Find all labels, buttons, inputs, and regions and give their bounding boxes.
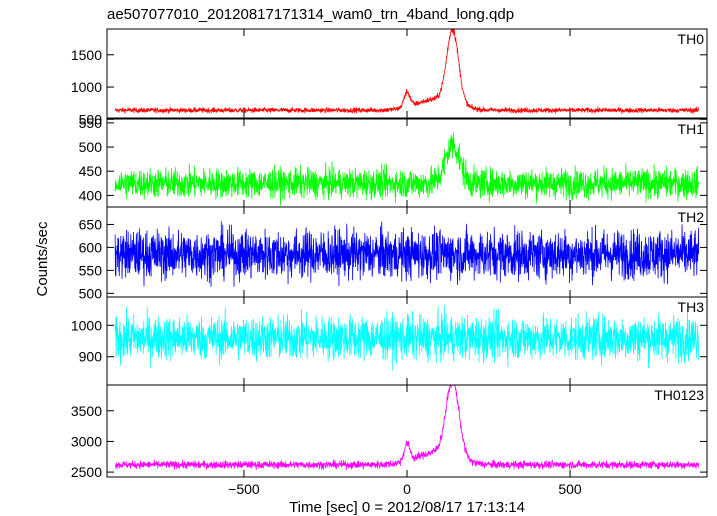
y-tick-label: 500 bbox=[79, 111, 103, 127]
y-tick-label: 1000 bbox=[71, 317, 102, 333]
panel-label-th2: TH2 bbox=[678, 209, 705, 225]
x-axis-label: Time [sec] 0 = 2012/08/17 17:13:14 bbox=[289, 499, 525, 516]
y-tick-label: 900 bbox=[79, 349, 103, 365]
series-line-th0123 bbox=[115, 385, 700, 470]
y-tick-label: 500 bbox=[79, 285, 103, 301]
x-tick-label: 0 bbox=[403, 481, 411, 497]
panel-th3: 900 1000 TH3 bbox=[71, 296, 708, 386]
panel-label-th1: TH1 bbox=[678, 121, 705, 137]
y-axis-label: Counts/sec bbox=[34, 221, 51, 297]
chart-title: ae507077010_20120817171314_wam0_trn_4ban… bbox=[107, 6, 514, 23]
y-tick-label: 600 bbox=[79, 239, 103, 255]
panel-th0123: 2500 3000 3500 TH0123 bbox=[71, 384, 708, 480]
panel-th2: 500 550 600 650 TH2 bbox=[79, 206, 708, 301]
series-line-th0 bbox=[114, 29, 700, 115]
panel-th1: 400 450 500 550 TH1 bbox=[79, 115, 708, 208]
y-tick-label: 450 bbox=[79, 163, 103, 179]
y-tick-label: 550 bbox=[79, 115, 103, 131]
panel-frame bbox=[106, 384, 708, 478]
series-line-th3 bbox=[114, 305, 700, 371]
panel-frame bbox=[106, 28, 708, 119]
series-line-th1 bbox=[114, 132, 700, 206]
y-tick-label: 3500 bbox=[71, 403, 102, 419]
panel-label-th0: TH0 bbox=[678, 31, 705, 47]
y-tick-label: 400 bbox=[79, 187, 103, 203]
series-line-th2 bbox=[114, 221, 700, 287]
y-tick-label: 500 bbox=[79, 139, 103, 155]
y-tick-label: 2500 bbox=[71, 464, 102, 480]
y-tick-label: 3000 bbox=[71, 433, 102, 449]
panel-label-th3: TH3 bbox=[678, 299, 705, 315]
y-tick-label: 650 bbox=[79, 216, 103, 232]
panel-th0: 500 1000 1500 TH0 bbox=[71, 28, 708, 127]
y-tick-label: 1000 bbox=[71, 79, 102, 95]
panel-label-th0123: TH0123 bbox=[654, 387, 704, 403]
y-tick-label: 1500 bbox=[71, 47, 102, 63]
x-tick-label: 500 bbox=[558, 481, 582, 497]
x-tick-label: −500 bbox=[228, 481, 260, 497]
y-tick-label: 550 bbox=[79, 262, 103, 278]
